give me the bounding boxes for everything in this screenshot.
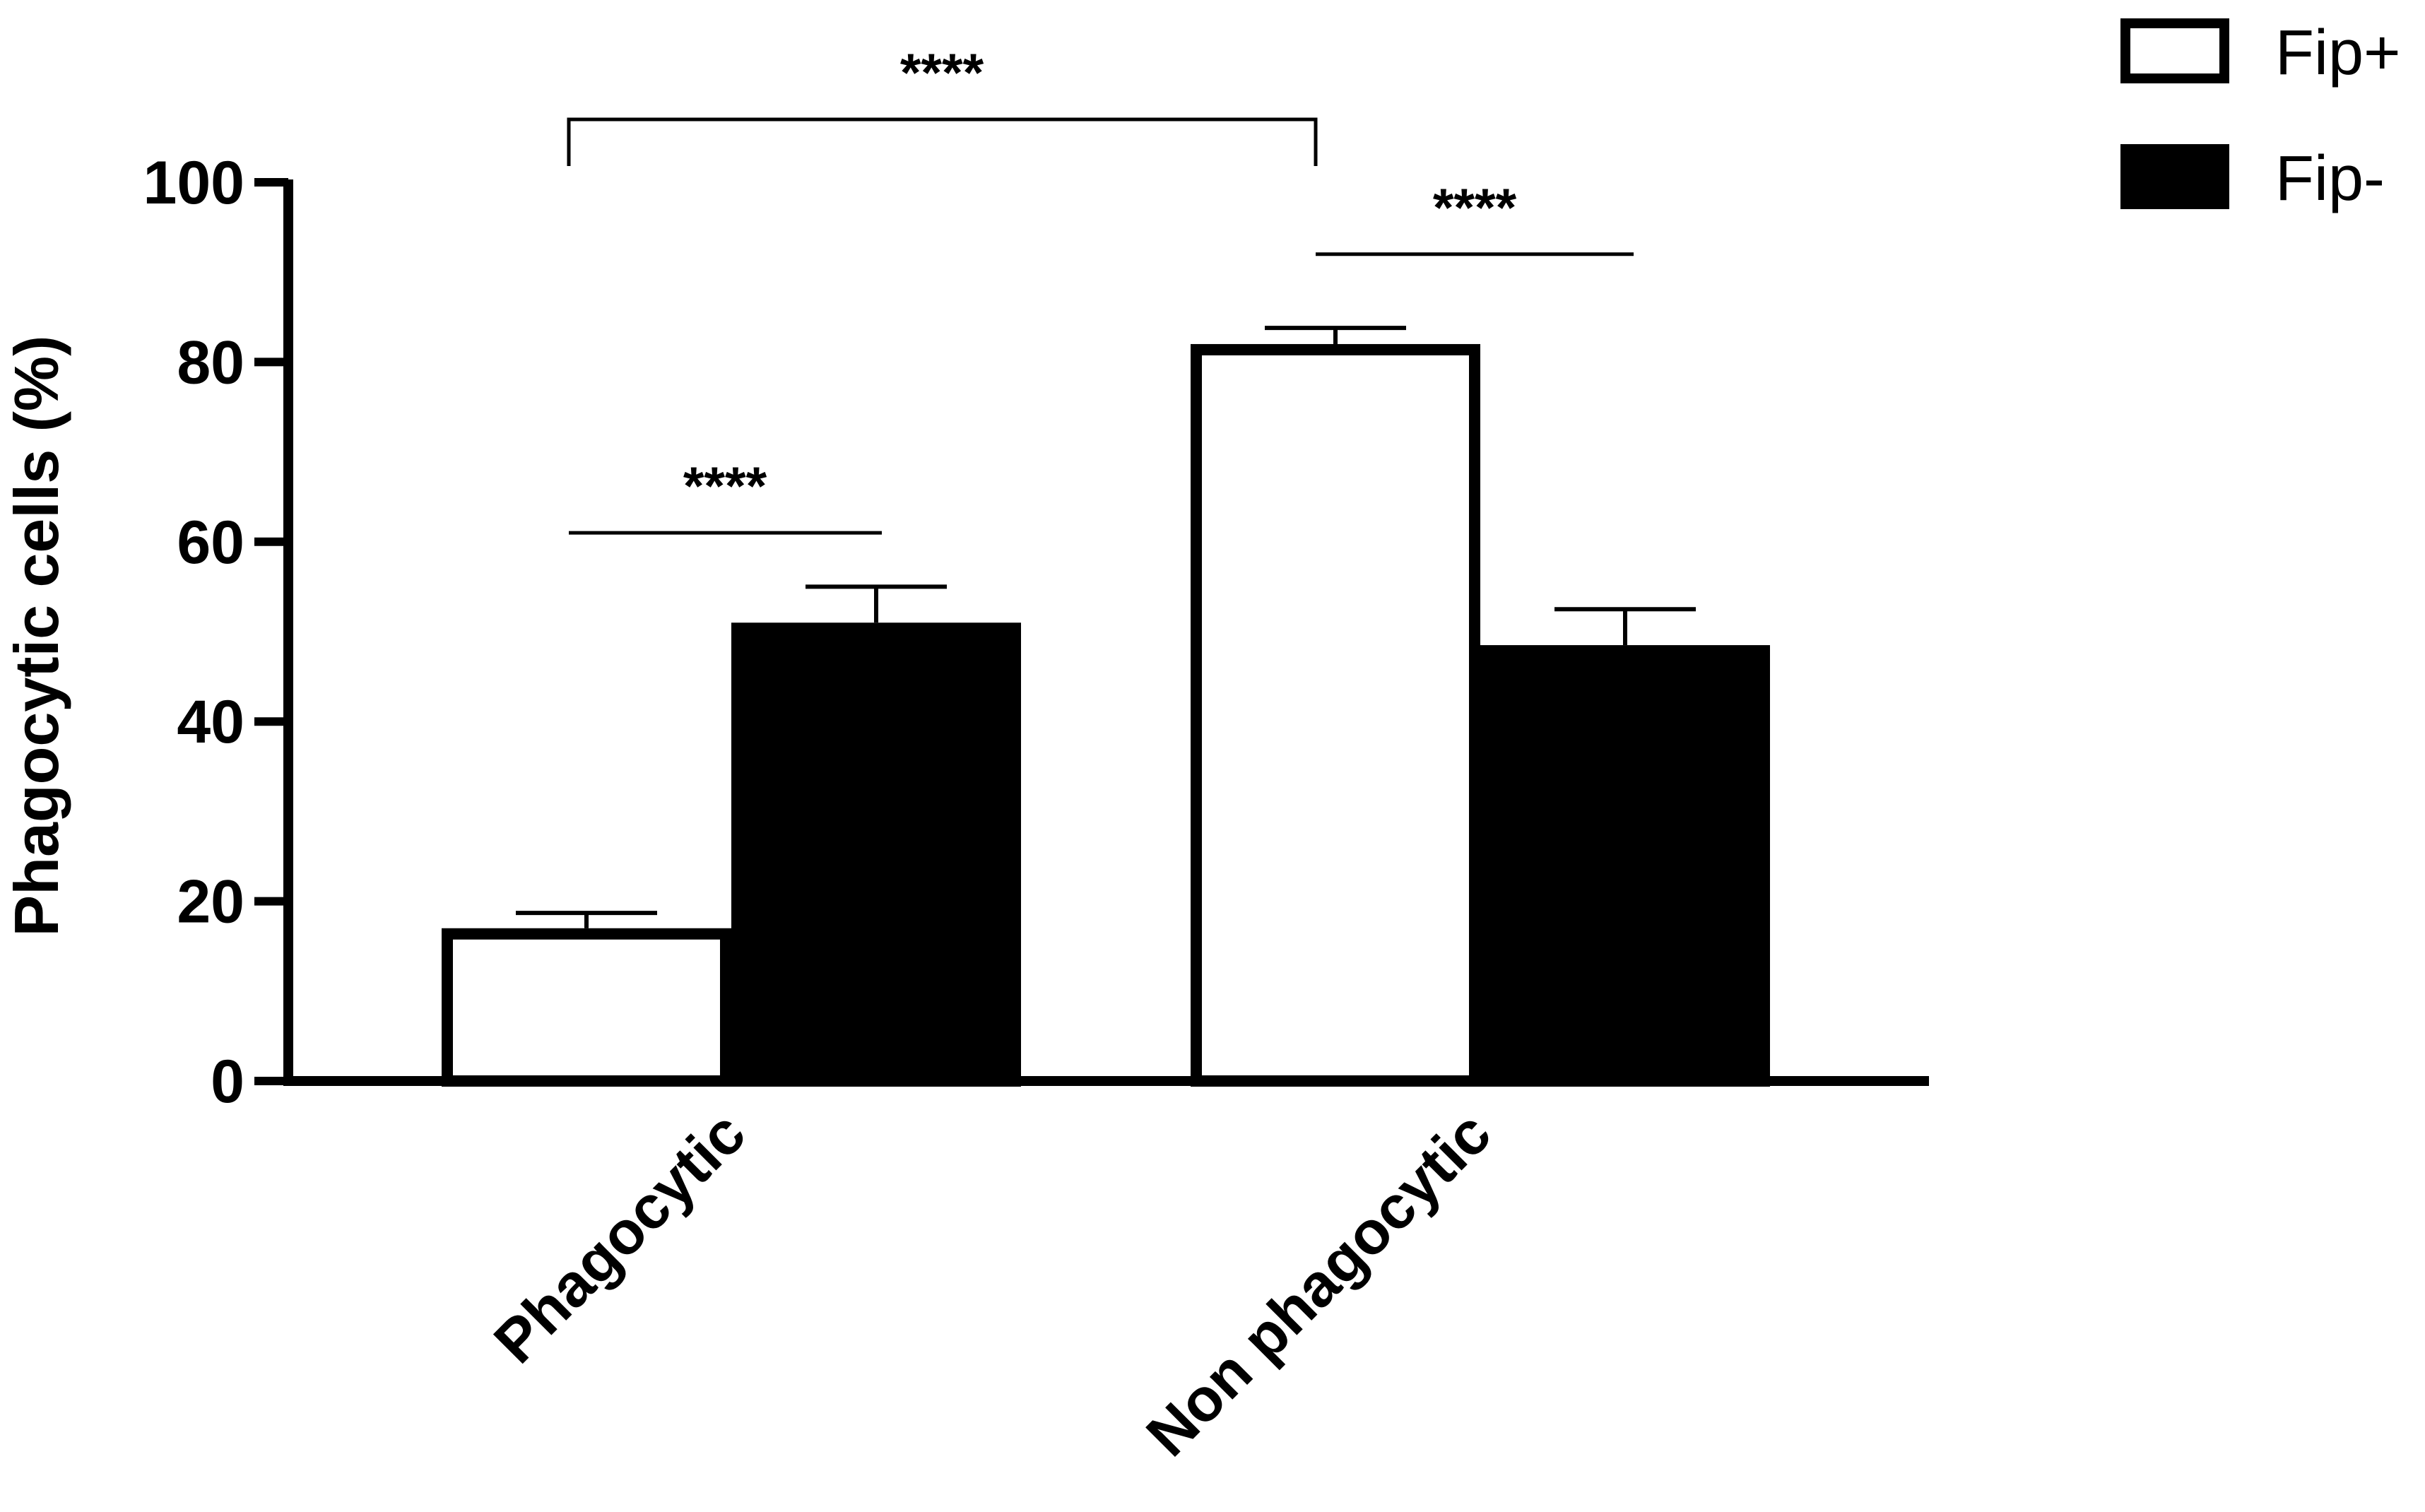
significance-label: **** — [1433, 178, 1517, 238]
legend-label: Fip- — [2275, 143, 2385, 214]
y-tick-label: 100 — [143, 149, 245, 217]
y-tick-label: 60 — [177, 509, 244, 577]
y-tick-label: 20 — [177, 868, 244, 936]
significance-annotations: **** **** **** — [567, 43, 1634, 535]
error-bars — [516, 326, 1696, 928]
y-tick-label: 80 — [177, 329, 244, 396]
y-tick-label: 40 — [177, 688, 244, 756]
legend-swatch — [2120, 144, 2229, 209]
x-tick-label: Non phagocytic — [1133, 1099, 1504, 1470]
bar — [1480, 645, 1770, 1087]
x-tick-label: Phagocytic — [481, 1099, 758, 1376]
significance-label: **** — [683, 456, 767, 516]
y-axis-label: Phagocytic cells (%) — [1, 336, 71, 937]
legend-swatch — [2120, 18, 2229, 83]
significance-label: **** — [900, 43, 984, 103]
legend-label: Fip+ — [2275, 18, 2401, 88]
significance-bracket — [567, 117, 1318, 166]
y-tick-label: 0 — [211, 1048, 244, 1116]
bar — [442, 928, 731, 1087]
bar — [731, 622, 1021, 1087]
bars — [442, 343, 1770, 1087]
legend: Fip+ Fip- — [2120, 18, 2401, 214]
bar — [1191, 343, 1480, 1087]
